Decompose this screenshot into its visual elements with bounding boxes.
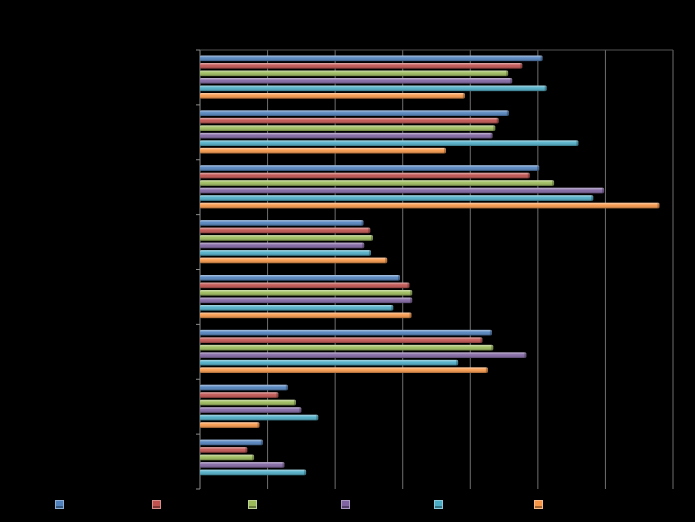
bars: [200, 55, 660, 476]
bar: [200, 359, 459, 366]
bar: [200, 165, 540, 171]
bar: [200, 344, 494, 351]
bar: [200, 180, 555, 186]
value-axis: [196, 49, 673, 490]
bar: [200, 469, 307, 476]
legend-item: [534, 498, 543, 510]
bar: [200, 187, 605, 194]
legend-swatch: [341, 499, 350, 509]
bar: [200, 110, 509, 116]
bar: [200, 195, 594, 201]
legend-item: [55, 498, 64, 510]
bar: [200, 227, 371, 234]
legend-item: [434, 498, 443, 510]
bar: [200, 125, 496, 131]
bar: [200, 337, 483, 343]
bar: [200, 282, 410, 289]
bar: [200, 132, 493, 139]
legend-swatch: [534, 499, 543, 509]
legend-swatch: [434, 499, 443, 509]
legend-swatch: [248, 499, 257, 509]
bar: [200, 414, 319, 421]
bar: [200, 305, 394, 311]
bar: [200, 422, 260, 428]
bar: [200, 329, 492, 336]
bar: [200, 462, 285, 468]
bar: [200, 78, 513, 84]
bar: [200, 384, 288, 391]
bar: [200, 147, 446, 154]
bar: [200, 172, 530, 179]
bar: [200, 312, 412, 319]
bar: [200, 140, 579, 146]
bar: [200, 257, 388, 264]
bar: [200, 70, 509, 77]
bar: [200, 290, 413, 296]
bar: [200, 117, 499, 124]
bar: [200, 297, 413, 304]
bar: [200, 367, 488, 373]
legend-item: [341, 498, 350, 510]
bar: [200, 399, 296, 406]
bar: [200, 439, 263, 446]
bar: [200, 235, 373, 241]
bar: [200, 250, 371, 256]
legend-swatch: [152, 499, 161, 509]
legend-swatch: [55, 499, 64, 509]
bar: [200, 447, 248, 453]
legend: [0, 498, 695, 512]
legend-item: [152, 498, 161, 510]
bar: [200, 202, 660, 209]
bar: [200, 220, 364, 226]
bar: [200, 392, 279, 398]
bar: [200, 85, 547, 92]
bar: [200, 454, 255, 461]
bar: [200, 407, 302, 413]
bar: [200, 275, 401, 281]
bar: [200, 352, 527, 358]
bar: [200, 242, 365, 249]
bar: [200, 93, 465, 99]
bar: [200, 55, 543, 62]
legend-item: [248, 498, 257, 510]
bar: [200, 63, 523, 69]
